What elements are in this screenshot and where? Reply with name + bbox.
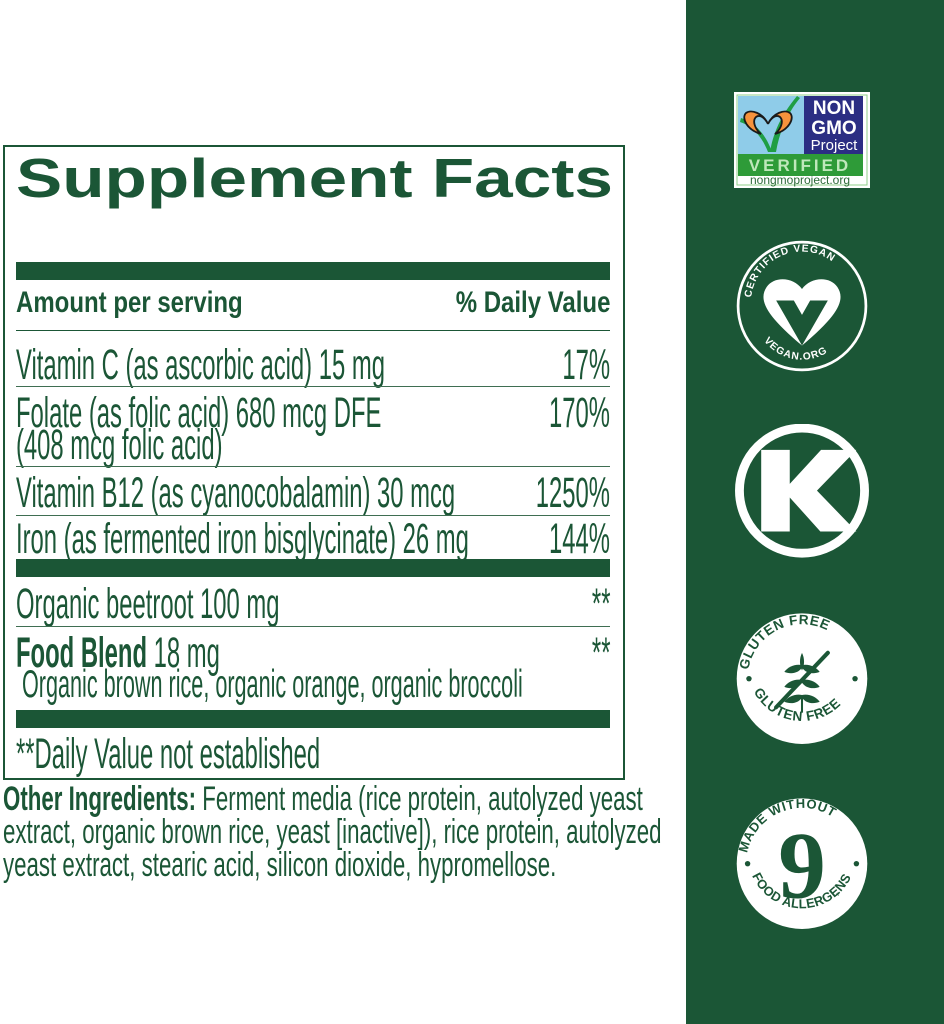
svg-text:GMO: GMO (811, 118, 856, 139)
svg-text:Project: Project (811, 137, 859, 154)
svg-text:9: 9 (778, 813, 826, 919)
svg-text:*: * (836, 891, 840, 901)
svg-text:nongmoproject.org: nongmoproject.org (750, 173, 850, 187)
svg-text:NON: NON (813, 98, 855, 119)
